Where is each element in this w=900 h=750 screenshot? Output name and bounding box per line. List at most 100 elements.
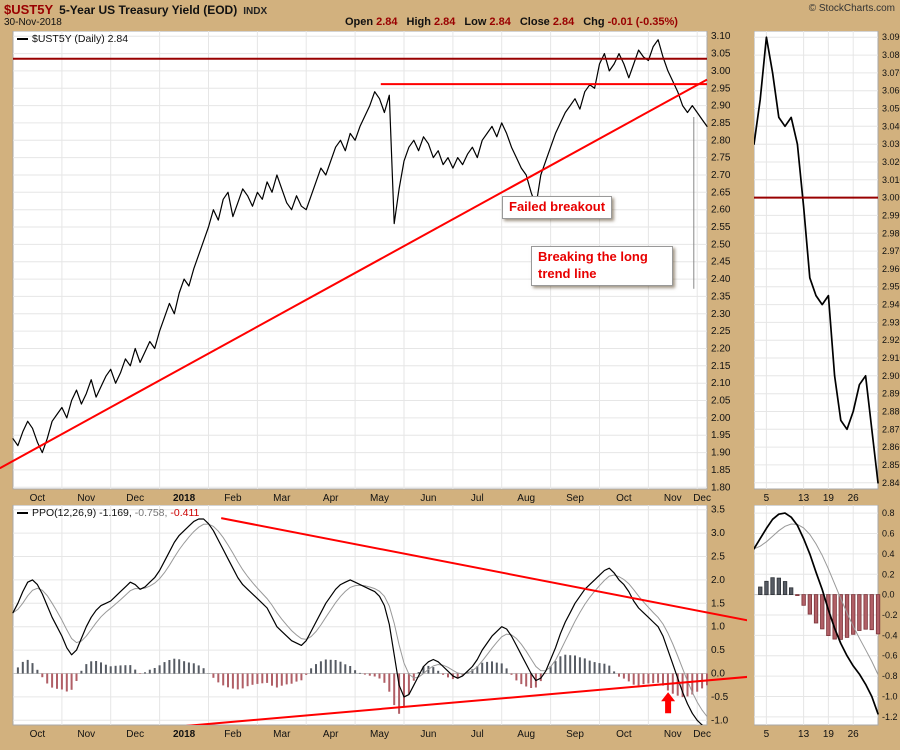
- y-tick-label: 2.80: [711, 135, 731, 146]
- annotation-trendline: [186, 675, 747, 725]
- ppo-histogram-bar: [554, 661, 557, 674]
- y-tick-label: 2.50: [711, 239, 731, 250]
- ppo-histogram-bar: [305, 673, 308, 675]
- ppo-histogram-bar: [869, 594, 874, 631]
- y-tick-label: 3.010: [882, 175, 900, 185]
- y-tick-label: 1.80: [711, 482, 731, 493]
- y-tick-label: 2.930: [882, 317, 900, 327]
- ppo-signal-value: -0.758,: [134, 507, 168, 519]
- ppo-legend-swatch-icon: [17, 512, 28, 515]
- ppo-histogram-bar: [782, 581, 788, 596]
- x-tick-label: Dec: [693, 493, 711, 504]
- y-tick-label: 2.65: [711, 187, 731, 198]
- y-tick-label: -1.0: [711, 715, 729, 726]
- ppo-histogram-bar: [36, 669, 39, 674]
- y-tick-label: 3.090: [882, 32, 900, 42]
- quote-open: Open 2.84: [345, 16, 398, 28]
- ppo-histogram-bar: [593, 662, 596, 674]
- ppo-histogram-bar: [442, 673, 445, 675]
- ppo-histogram-bar: [875, 594, 881, 635]
- y-tick-label: -0.6: [882, 651, 898, 661]
- ppo-histogram-bar: [21, 661, 24, 674]
- ppo-histogram-bar: [476, 666, 479, 674]
- ppo-histogram-bar: [192, 663, 195, 674]
- ppo-histogram-bar: [300, 673, 303, 681]
- x-tick-label: Oct: [616, 729, 632, 740]
- x-tick-label: Apr: [323, 493, 339, 504]
- x-tick-label: Oct: [30, 729, 46, 740]
- ticker-symbol: $UST5Y: [4, 2, 54, 17]
- x-tick-label: Nov: [664, 729, 682, 740]
- y-tick-label: 2.10: [711, 378, 731, 389]
- ppo-histogram-bar: [261, 673, 264, 684]
- ppo-histogram-bar: [173, 658, 176, 674]
- y-tick-label: 2.25: [711, 326, 731, 337]
- ppo-histogram-bar: [807, 594, 812, 615]
- ppo-histogram-bar: [642, 673, 645, 685]
- x-tick-label: 26: [848, 729, 860, 740]
- y-tick-label: 2.30: [711, 309, 731, 320]
- ppo-histogram-bar: [104, 664, 107, 674]
- y-tick-label: 3.080: [882, 50, 900, 60]
- x-tick-label: Feb: [224, 493, 242, 504]
- y-tick-label: 2.15: [711, 361, 731, 372]
- ppo-histogram-bar: [16, 667, 19, 674]
- ppo-histogram-bar: [315, 664, 317, 674]
- x-tick-label: 13: [798, 493, 810, 504]
- ppo-histogram-bar: [241, 673, 244, 689]
- ppo-histogram-bar: [168, 660, 171, 674]
- ppo-histogram-bar: [222, 673, 225, 686]
- y-tick-label: 2.55: [711, 222, 731, 233]
- y-tick-label: 2.850: [882, 460, 900, 470]
- ppo-histogram-bar: [637, 673, 640, 686]
- x-tick-label: Nov: [77, 493, 95, 504]
- x-tick-label: May: [370, 729, 389, 740]
- x-tick-label: Feb: [224, 729, 242, 740]
- y-tick-label: 3.030: [882, 139, 900, 149]
- y-tick-label: 2.35: [711, 291, 731, 302]
- price-legend-text: $UST5Y (Daily) 2.84: [32, 33, 129, 45]
- ppo-histogram-bar: [334, 660, 337, 674]
- ppo-histogram-bar: [70, 673, 73, 690]
- y-tick-label: 2.45: [711, 257, 731, 268]
- ppo-histogram-bar: [139, 673, 142, 674]
- price-legend: $UST5Y (Daily) 2.84: [17, 33, 128, 45]
- x-tick-label: Jul: [471, 729, 484, 740]
- ppo-histogram-bar: [764, 580, 769, 596]
- y-tick-label: 3.070: [882, 68, 900, 78]
- y-tick-label: 2.900: [882, 371, 900, 381]
- ppo-histogram-bar: [373, 673, 376, 677]
- ppo-histogram-bar: [758, 586, 763, 595]
- ppo-histogram-bar: [388, 673, 391, 692]
- y-tick-label: 0.2: [882, 569, 895, 579]
- ppo-histogram-bar: [447, 673, 449, 678]
- x-tick-label: Oct: [616, 493, 632, 504]
- annotation-breaking-trendline: Breaking the long trend line: [531, 246, 673, 286]
- y-tick-label: 2.920: [882, 335, 900, 345]
- ppo-histogram-bar: [598, 663, 601, 674]
- ppo-histogram-bar: [280, 673, 283, 686]
- ppo-histogram-bar: [60, 673, 63, 690]
- y-tick-label: 3.05: [711, 49, 731, 60]
- ppo-histogram-bar: [564, 654, 567, 674]
- ppo-histogram-bar: [56, 673, 58, 689]
- ppo-histogram-bar: [187, 662, 190, 674]
- quote-close: Close 2.84: [519, 16, 575, 28]
- ppo-histogram-bar: [632, 673, 635, 685]
- x-tick-label: Mar: [273, 493, 291, 504]
- ppo-histogram-bar: [515, 673, 518, 681]
- ppo-histogram-bar: [275, 673, 278, 688]
- ppo-histogram-bar: [613, 671, 616, 674]
- x-tick-label: 19: [823, 729, 835, 740]
- ppo-histogram-bar: [46, 673, 49, 684]
- y-tick-label: 2.90: [711, 101, 731, 112]
- y-tick-label: 0.6: [882, 529, 895, 539]
- y-tick-label: 0.4: [882, 549, 895, 559]
- exchange-label: INDX: [243, 6, 268, 17]
- ppo-histogram-bar: [398, 673, 401, 714]
- y-tick-label: 2.5: [711, 552, 725, 563]
- y-tick-label: -1.2: [882, 712, 898, 722]
- x-tick-label: 26: [848, 493, 860, 504]
- main-ppo-plot-area: [12, 505, 708, 726]
- ppo-histogram-bar: [158, 665, 161, 674]
